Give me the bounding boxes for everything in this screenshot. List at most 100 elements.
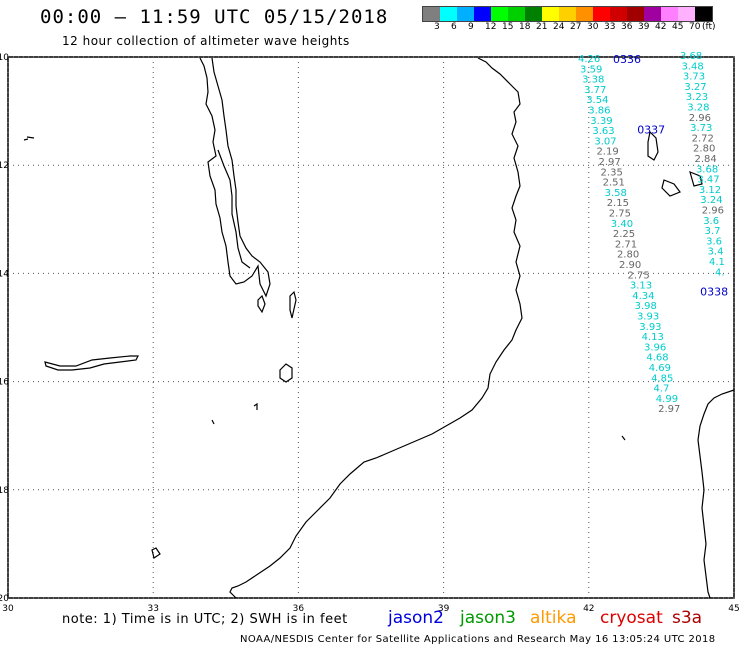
lat-tick-label: -20 [0,594,9,604]
wave-height-label: 4.68 [646,353,668,364]
wave-height-label: 3.39 [590,116,612,127]
wave-height-label: 3.68 [696,164,718,175]
lon-tick-label: 36 [293,604,305,614]
island-small-3 [289,290,297,319]
wave-height-label: 2.19 [596,147,618,158]
legend-cryosat: cryosat [600,608,663,628]
wave-height-label: 4. [715,267,725,278]
wave-height-label: 3.93 [639,322,661,333]
wave-height-colorbar [422,6,713,22]
wave-height-label: 4.85 [651,373,673,384]
footnote: note: 1) Time is in UTC; 2) SWH is in fe… [62,612,348,627]
wave-height-label: 4.13 [642,332,664,343]
colorbar-label: 42 [655,22,667,32]
wave-height-label: 3.4 [708,247,724,258]
colorbar-label: 36 [621,22,633,32]
page-title: 00:00 – 11:59 UTC 05/15/2018 [40,6,389,28]
colorbar-label: 15 [502,22,514,32]
lon-tick-label: 39 [438,604,450,614]
wave-height-label: 3.59 [580,64,602,75]
lat-tick-label: -14 [0,269,9,279]
wave-height-label: 3.27 [684,82,706,93]
wave-height-label: 3.68 [680,51,702,62]
colorbar-cell [627,7,644,21]
lat-tick-label: -18 [0,486,9,496]
wave-height-label: 4.99 [656,394,678,405]
lat-tick-label: -12 [0,161,9,171]
wave-height-label: 3.7 [705,226,721,237]
wave-height-label: 3.73 [683,72,705,83]
wave-height-label: 2.84 [695,154,717,165]
colorbar-label: 27 [570,22,582,32]
lake-malawi-outline [199,57,271,298]
island-dot-2 [253,402,258,410]
wave-height-label: 2.80 [693,144,715,155]
island-dot-4 [151,547,161,559]
colorbar-cell [525,7,542,21]
colorbar-cell [644,7,661,21]
wave-height-label: 3.40 [611,219,633,230]
wave-height-label: 3.93 [637,312,659,323]
pass-labels: 0336 0337 0338 [613,53,728,299]
altimeter-tracks: 4.263.593.383.773.543.863.393.633.072.19… [578,51,725,415]
wave-height-label: 2.75 [628,270,650,281]
legend-altika: altika [530,608,577,628]
colorbar-cell [440,7,457,21]
colorbar-cell [559,7,576,21]
mozambique-coastline [229,57,523,599]
colorbar-label: 33 [604,22,616,32]
wave-height-label: 2.97 [658,404,680,415]
wave-height-label: 3.48 [681,61,703,72]
island-dot-3 [211,419,215,425]
colorbar-label: (ft) [702,22,716,32]
pass-id-label: 0337 [637,123,665,136]
island-small-1 [279,363,293,383]
lat-tick-label: -10 [0,53,9,63]
wave-height-label: 3.07 [594,136,616,147]
wave-height-label: 3.73 [690,123,712,134]
wave-height-label: 3.12 [699,185,721,196]
lon-tick-label: 33 [147,604,158,614]
wave-height-label: 3.96 [644,342,666,353]
page-subtitle: 12 hour collection of altimeter wave hei… [62,34,350,48]
map-frame [7,56,735,599]
graticule [7,56,735,599]
colorbar-cell [491,7,508,21]
colorbar-label: 70 [689,22,701,32]
wave-height-label: 3.6 [703,216,719,227]
wave-height-label: 4.1 [709,257,725,268]
colorbar-cell [576,7,593,21]
legend-jason2: jason2 [388,608,444,628]
wave-height-label: 3.47 [697,175,719,186]
wave-height-label: 4.69 [649,363,671,374]
island-west [44,355,139,371]
colorbar-cell [678,7,695,21]
colorbar-label: 39 [638,22,650,32]
colorbar-cell [661,7,678,21]
lat-tick-label: -16 [0,378,9,388]
wave-height-label: 3.54 [586,95,608,106]
colorbar-label: 30 [587,22,599,32]
colorbar-label: 3 [434,22,440,32]
colorbar-label: 6 [451,22,457,32]
wave-height-label: 3.23 [686,92,708,103]
wave-height-label: 3.77 [584,85,606,96]
island-dot-1 [23,136,35,141]
wave-height-label: 2.25 [613,229,635,240]
colorbar-label: 45 [672,22,684,32]
wave-height-label: 3.24 [700,195,722,206]
comoros-islands [647,130,703,197]
wave-height-label: 3.28 [687,103,709,114]
colorbar-cell [542,7,559,21]
colorbar-cell [610,7,627,21]
colorbar-cell [695,7,712,21]
island-small-2 [257,294,266,314]
wave-height-label: 2.15 [607,198,629,209]
legend-jason3: jason3 [460,608,516,628]
lon-tick-label: 42 [583,604,594,614]
colorbar-label: 18 [519,22,531,32]
credit-line: NOAA/NESDIS Center for Satellite Applica… [240,634,716,645]
pass-id-label: 0336 [613,53,641,66]
lon-tick-label: 30 [2,604,14,614]
wave-height-label: 3.98 [635,301,657,312]
